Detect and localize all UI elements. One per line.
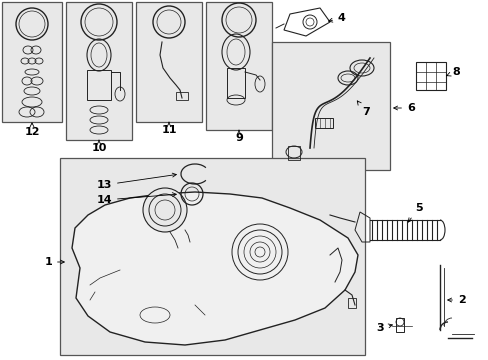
Text: 10: 10	[91, 140, 106, 153]
Text: 2: 2	[447, 295, 465, 305]
Text: 1: 1	[44, 257, 64, 267]
Bar	[66, 2, 132, 140]
Text: 4: 4	[328, 13, 345, 23]
Bar	[395, 318, 403, 332]
Text: 8: 8	[446, 67, 459, 77]
Text: 9: 9	[235, 130, 243, 143]
Circle shape	[142, 188, 186, 232]
Text: 12: 12	[24, 123, 40, 137]
Bar	[347, 298, 355, 308]
Bar	[287, 146, 299, 160]
Text: 11: 11	[161, 122, 176, 135]
Text: 6: 6	[393, 103, 414, 113]
Bar	[136, 2, 202, 122]
Text: 5: 5	[407, 203, 422, 222]
Text: 3: 3	[376, 323, 391, 333]
Bar	[415, 62, 445, 90]
Bar	[60, 158, 364, 355]
Bar	[226, 68, 244, 98]
Bar	[205, 2, 271, 130]
Bar	[176, 92, 187, 100]
Bar	[87, 70, 111, 100]
Bar	[271, 42, 389, 170]
Text: 13: 13	[97, 173, 176, 190]
Text: 14: 14	[96, 193, 176, 205]
Bar	[314, 118, 332, 128]
Bar	[2, 2, 62, 122]
Text: 7: 7	[357, 101, 369, 117]
Polygon shape	[72, 192, 357, 345]
